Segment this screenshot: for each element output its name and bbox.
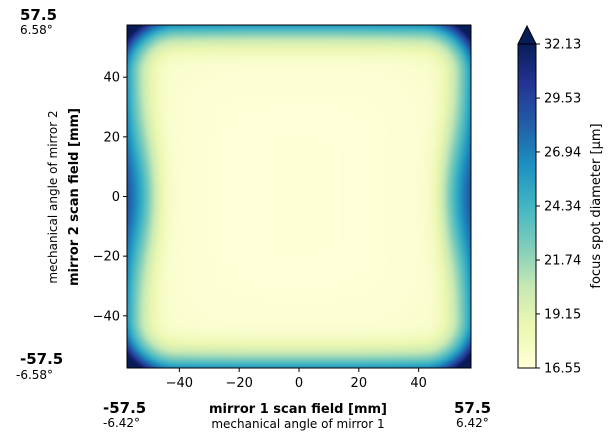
x-max-angle: 6.42° <box>456 416 489 430</box>
y-axis-sublabel: mechanical angle of mirror 2 <box>46 110 60 283</box>
y-axis: −40 −20 0 20 40 <box>93 71 127 324</box>
heatmap-field <box>127 25 471 368</box>
colorbar-label: focus spot diameter [μm] <box>589 123 604 288</box>
x-tick-label: −40 <box>166 376 193 391</box>
x-max-value: 57.5 <box>454 399 492 417</box>
colorbar-tick-label: 16.55 <box>544 362 581 377</box>
colorbar-tick-label: 24.34 <box>544 200 581 215</box>
y-tick-label: 20 <box>103 130 120 145</box>
y-tick-label: −40 <box>93 309 120 324</box>
colorbar <box>517 43 537 369</box>
x-tick-label: 0 <box>295 376 303 391</box>
x-tick-label: 40 <box>410 376 427 391</box>
y-min-value: -57.5 <box>20 350 64 368</box>
y-tick-label: 0 <box>112 190 120 205</box>
x-axis: −40 −20 0 20 40 <box>166 368 427 391</box>
x-axis-sublabel: mechanical angle of mirror 1 <box>211 417 384 431</box>
colorbar-extend-arrow <box>517 24 537 45</box>
colorbar-tick-label: 26.94 <box>544 145 581 160</box>
colorbar-tick-label: 19.15 <box>544 307 581 322</box>
colorbar-tick-label: 29.53 <box>544 92 581 107</box>
x-tick-label: 20 <box>351 376 368 391</box>
x-axis-label: mirror 1 scan field [mm] <box>209 402 387 417</box>
colorbar-tick-label: 21.74 <box>544 254 581 269</box>
colorbar-tick-label: 32.13 <box>544 38 581 53</box>
y-min-angle: -6.58° <box>16 368 54 382</box>
x-min-value: -57.5 <box>103 399 147 417</box>
x-min-angle: -6.42° <box>103 416 141 430</box>
y-tick-label: −20 <box>93 250 120 265</box>
y-axis-label: mirror 2 scan field [mm] <box>67 108 82 286</box>
x-tick-label: −20 <box>225 376 252 391</box>
colorbar-axis: 16.55 19.15 21.74 24.34 26.94 29.53 32.13 <box>536 38 581 377</box>
y-max-angle: 6.58° <box>20 23 53 37</box>
y-max-value: 57.5 <box>20 6 58 24</box>
y-tick-label: 40 <box>103 71 120 86</box>
